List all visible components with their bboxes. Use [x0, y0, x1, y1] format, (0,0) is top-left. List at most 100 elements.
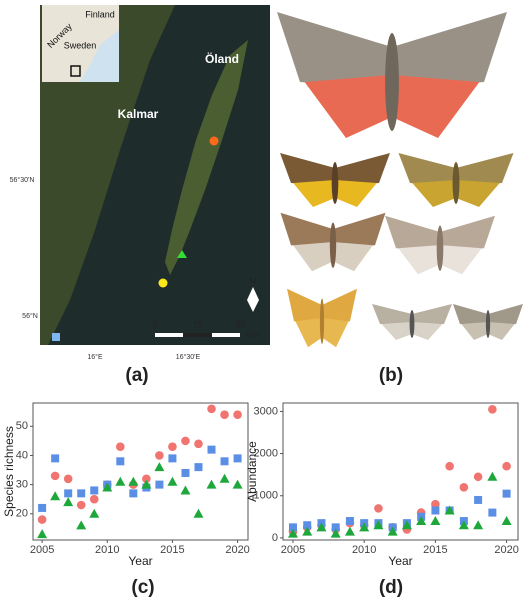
x-tick-label: 2020	[494, 544, 518, 556]
moth-forewing	[280, 212, 333, 249]
point	[115, 476, 126, 486]
moth-forewing	[287, 288, 322, 325]
point	[431, 506, 440, 515]
x-axis-label: Year	[388, 554, 412, 568]
moth-forewing	[385, 215, 440, 252]
point	[77, 489, 86, 498]
x-tick-label: 2010	[352, 544, 376, 556]
x-tick-label: 2010	[95, 544, 119, 556]
y-tick-label: 3000	[254, 405, 278, 417]
moth-hindwing	[412, 322, 443, 340]
moth-body	[452, 162, 460, 204]
point	[129, 489, 138, 498]
moth-forewing	[280, 153, 335, 186]
point	[194, 463, 203, 472]
moth-forewing	[398, 153, 456, 186]
site-marker	[158, 278, 168, 288]
moth-hindwing	[333, 242, 373, 272]
coord-label: 16°30'E	[176, 353, 201, 361]
point	[373, 520, 384, 530]
panel-label: (a)	[125, 365, 148, 386]
point	[374, 504, 383, 513]
y-axis-label: Abundance	[245, 441, 259, 502]
north-arrow	[247, 287, 259, 312]
y-tick-label: 40	[16, 449, 28, 461]
point	[37, 515, 47, 524]
point	[488, 508, 497, 517]
y-tick-label: 30	[16, 479, 28, 491]
oland-island	[165, 40, 248, 275]
moth-hindwing	[293, 242, 333, 272]
map-label: Sweden	[64, 40, 97, 50]
map-label: Finland	[85, 9, 115, 19]
point	[401, 520, 412, 530]
moth-hindwing	[295, 318, 322, 348]
point	[416, 516, 427, 526]
plot-frame	[282, 402, 519, 541]
y-tick-label: 1000	[254, 490, 278, 502]
point	[168, 454, 177, 463]
moth-hindwing	[456, 180, 500, 207]
point	[458, 520, 469, 530]
moth-hindwing	[381, 322, 412, 340]
point	[38, 503, 47, 512]
point	[167, 476, 178, 486]
point	[459, 483, 469, 492]
moth-hindwing	[440, 245, 482, 275]
point	[444, 505, 455, 515]
point	[206, 479, 217, 489]
moth-forewing	[440, 215, 495, 252]
point	[207, 445, 216, 454]
point	[487, 471, 498, 481]
point	[155, 480, 164, 489]
point	[51, 454, 60, 463]
inset-land	[42, 5, 119, 82]
moth-forewing	[392, 12, 507, 89]
point	[430, 516, 441, 526]
mainland	[40, 5, 175, 345]
point	[155, 451, 164, 460]
moth-hindwing	[304, 75, 392, 138]
y-tick-label: 0	[272, 532, 278, 544]
x-tick-label: 2005	[30, 544, 54, 556]
point	[232, 479, 243, 489]
moth-hindwing	[398, 245, 440, 275]
panel-label: (c)	[131, 577, 154, 598]
point	[288, 523, 297, 532]
moth-hindwing	[392, 75, 480, 138]
point	[128, 476, 139, 486]
coord-label: 16°E	[87, 353, 103, 361]
point	[76, 520, 87, 530]
point	[330, 528, 341, 538]
north-label: N	[250, 275, 257, 285]
y-tick-label: 20	[16, 508, 28, 520]
scale-bar	[183, 333, 212, 337]
y-axis-label: Species richness	[2, 426, 16, 517]
point	[359, 522, 370, 532]
moth-forewing	[372, 304, 412, 326]
point	[194, 439, 203, 449]
moth-hindwing	[412, 180, 456, 207]
point	[233, 454, 242, 463]
point	[37, 529, 48, 539]
moth-body	[319, 298, 325, 344]
moth-forewing	[333, 212, 386, 249]
point	[220, 457, 229, 466]
point	[502, 461, 511, 471]
point	[331, 523, 340, 532]
point	[207, 404, 216, 414]
point	[344, 526, 355, 536]
point	[116, 457, 125, 466]
x-axis-label: Year	[128, 554, 152, 568]
moth-forewing	[335, 153, 390, 186]
point	[219, 473, 230, 483]
point	[502, 489, 511, 498]
point	[50, 471, 60, 481]
x-tick-label: 2005	[281, 544, 305, 556]
y-tick-label: 50	[16, 420, 28, 432]
moth-body	[409, 310, 415, 338]
point	[473, 472, 483, 482]
x-tick-label: 2015	[423, 544, 447, 556]
point	[387, 526, 398, 536]
